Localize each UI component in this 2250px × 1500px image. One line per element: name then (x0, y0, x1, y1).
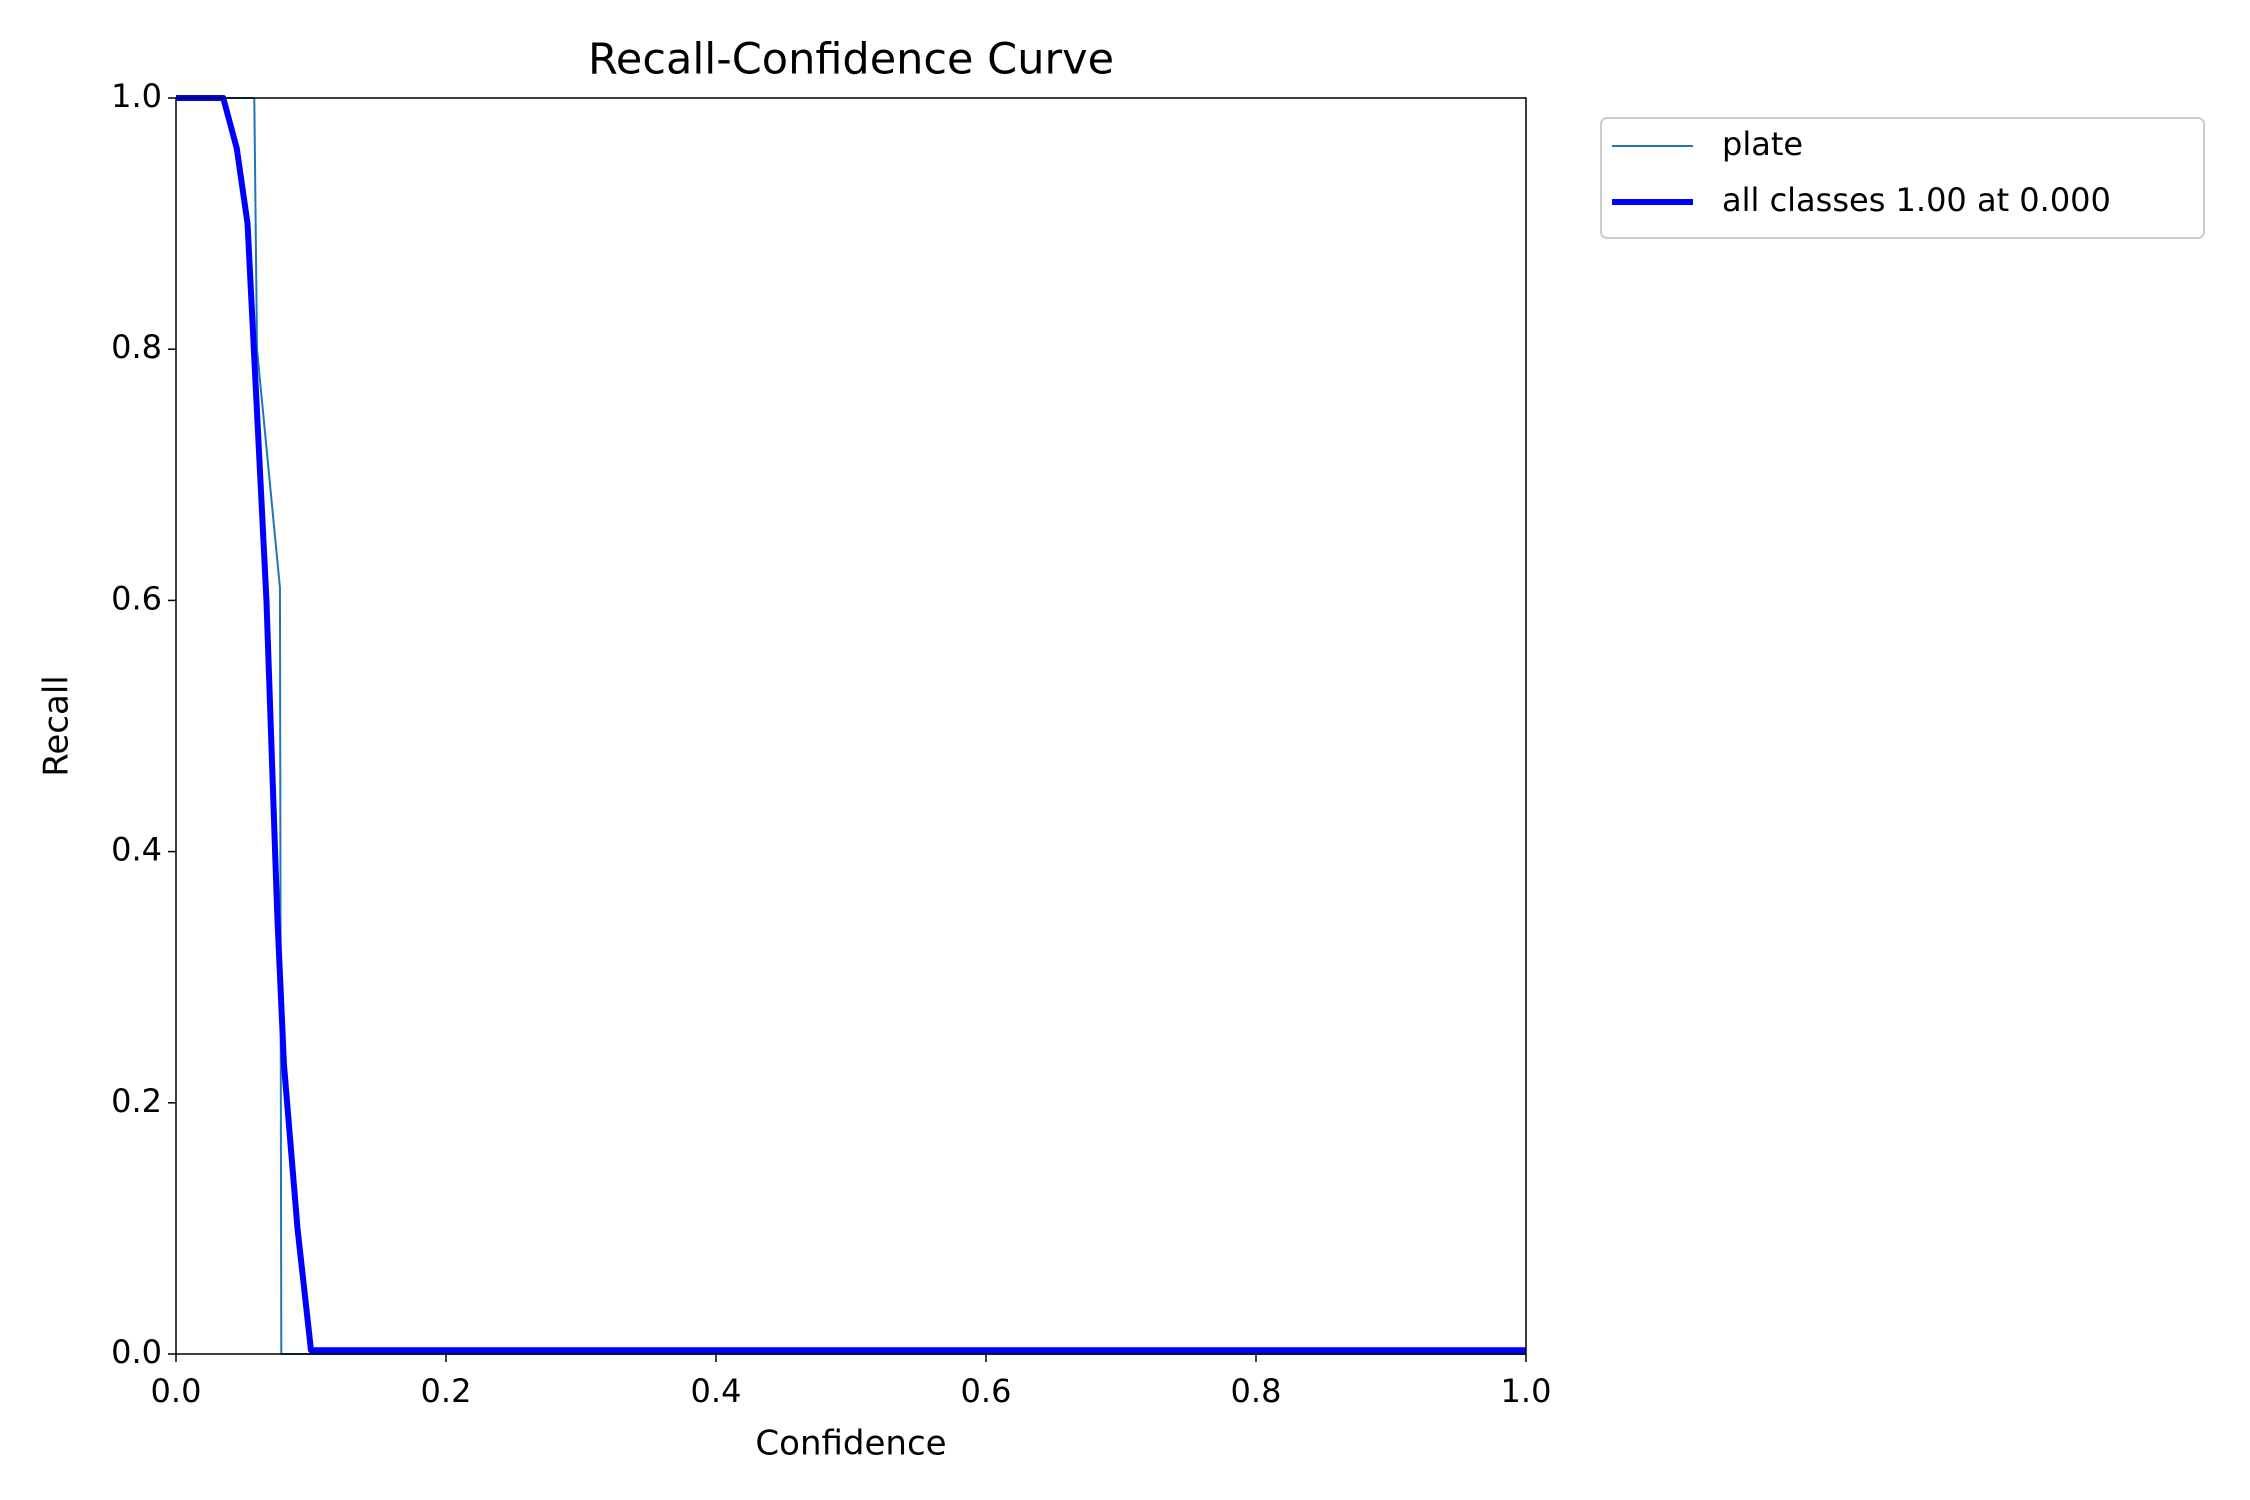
y-tick-label: 0.6 (111, 579, 162, 617)
x-tick-label: 0.0 (151, 1372, 202, 1410)
series-line (176, 97, 1526, 1355)
plot-frame (175, 97, 1527, 1355)
x-axis-label: Confidence (755, 1424, 946, 1464)
y-tick-label: 0.8 (111, 328, 162, 366)
legend-box (1600, 117, 2205, 239)
x-tick-label: 1.0 (1501, 1372, 1552, 1410)
y-tick-label: 1.0 (111, 77, 162, 115)
x-tick-label: 0.8 (1231, 1372, 1282, 1410)
y-tick-label: 0.4 (111, 831, 162, 869)
legend-label: all classes 1.00 at 0.000 (1722, 181, 2111, 219)
y-axis-label: Recall (37, 675, 77, 776)
y-tick-label: 0.0 (111, 1333, 162, 1371)
x-tick-label: 0.6 (961, 1372, 1012, 1410)
x-tick-label: 0.4 (691, 1372, 742, 1410)
chart-title: Recall-Confidence Curve (588, 35, 1114, 85)
legend-label: plate (1722, 125, 1803, 163)
series-line (176, 95, 1526, 1354)
y-tick-label: 0.2 (111, 1082, 162, 1120)
x-tick-label: 0.2 (421, 1372, 472, 1410)
